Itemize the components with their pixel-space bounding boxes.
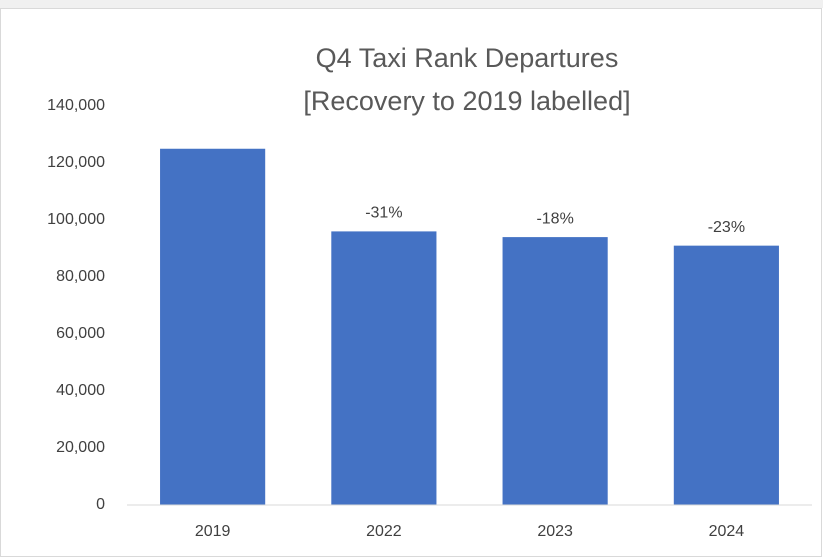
y-tick-label: 140,000 [47, 97, 105, 114]
annotation: -23% [708, 219, 745, 236]
x-tick-label: 2022 [366, 523, 402, 540]
bar [502, 237, 608, 505]
y-tick-label: 120,000 [47, 154, 105, 171]
y-tick-label: 0 [96, 496, 105, 513]
y-tick-label: 100,000 [47, 211, 105, 228]
x-tick-label: 2024 [709, 523, 745, 540]
x-tick-label: 2023 [537, 523, 573, 540]
y-tick-label: 60,000 [56, 325, 105, 342]
annotation: -18% [536, 210, 573, 227]
bar [160, 148, 266, 505]
chart-title: [Recovery to 2019 labelled] [303, 86, 630, 116]
chart-title: Q4 Taxi Rank Departures [316, 43, 619, 73]
bar [673, 245, 779, 505]
annotation: -31% [365, 205, 402, 222]
y-tick-label: 40,000 [56, 382, 105, 399]
x-tick-label: 2019 [195, 523, 231, 540]
y-tick-label: 80,000 [56, 268, 105, 285]
top-strip [0, 0, 823, 8]
y-tick-label: 20,000 [56, 439, 105, 456]
bar [331, 231, 437, 505]
